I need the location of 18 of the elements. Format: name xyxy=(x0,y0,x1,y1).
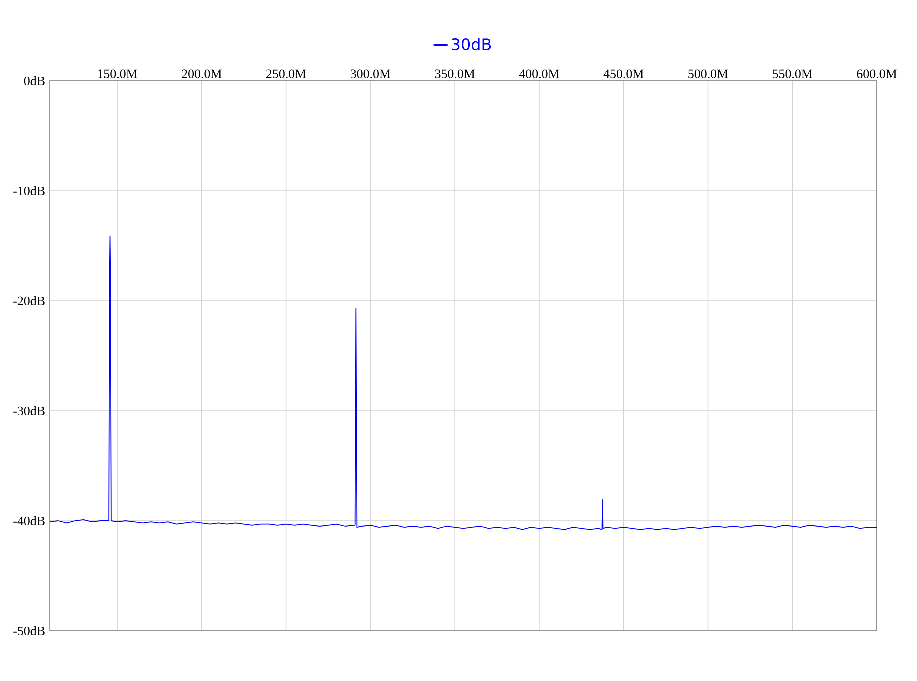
y-tick-label: 0dB xyxy=(24,76,45,86)
x-tick-label: 250.0M xyxy=(266,70,306,78)
y-tick-label: -50dB xyxy=(14,626,45,636)
x-tick-label: 350.0M xyxy=(435,70,476,78)
legend-label: 30dB xyxy=(452,38,492,51)
x-tick-label: 300.0M xyxy=(350,70,391,78)
line-series xyxy=(50,236,878,530)
x-tick-label: 600.0M xyxy=(857,70,897,78)
x-tick-label: 150.0M xyxy=(98,70,138,78)
y-tick-label: -40dB xyxy=(14,516,45,526)
x-tick-label: 550.0M xyxy=(773,70,813,78)
x-tick-label: 450.0M xyxy=(604,70,644,78)
y-tick-label: -10dB xyxy=(14,186,45,196)
y-tick-label: -20dB xyxy=(14,296,45,306)
x-tick-label: 500.0M xyxy=(688,70,728,78)
x-tick-label: 400.0M xyxy=(519,70,560,78)
x-tick-label: 200.0M xyxy=(182,70,222,78)
y-tick-label: -30dB xyxy=(14,406,45,416)
